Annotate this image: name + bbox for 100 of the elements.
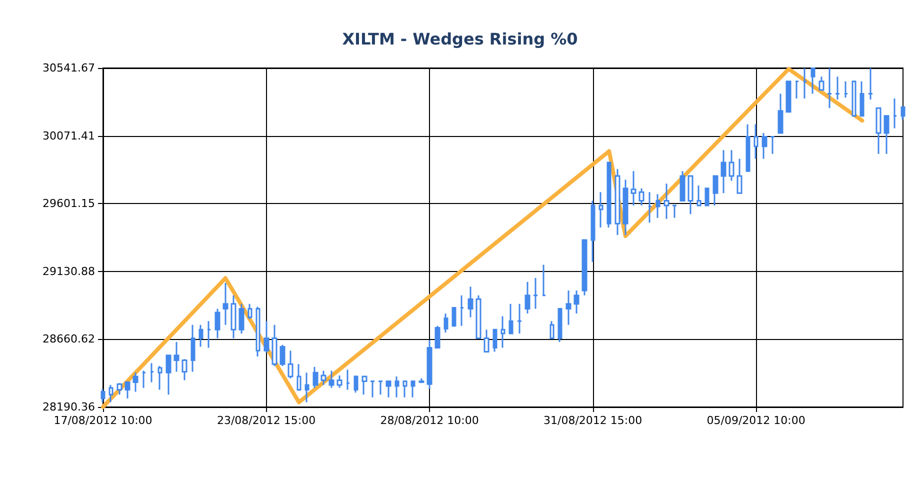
candlestick (574, 290, 580, 314)
candlestick (174, 341, 180, 372)
candlestick (238, 303, 244, 334)
y-tick-label: 29130.88 (42, 264, 95, 278)
candlestick (868, 67, 874, 100)
y-tick-label: 28660.62 (42, 332, 95, 346)
candlestick (222, 282, 228, 326)
candlestick (198, 324, 204, 348)
candlestick (818, 76, 824, 91)
candlestick (876, 107, 882, 155)
candlestick (230, 294, 236, 340)
candlestick (190, 324, 196, 372)
y-tick-label: 30071.41 (42, 129, 95, 142)
candlestick (100, 388, 106, 404)
candlestick (834, 76, 840, 100)
candlestick (206, 320, 212, 349)
candlestick (638, 188, 644, 206)
candlestick (720, 149, 726, 194)
candlestick (704, 188, 710, 206)
candlestick (150, 362, 154, 384)
candlestick (426, 339, 432, 390)
candlestick (304, 372, 310, 404)
candlestick (444, 312, 448, 334)
candlestick (312, 366, 318, 389)
candlestick (378, 380, 384, 396)
candlestick (116, 382, 122, 396)
candlestick (614, 168, 620, 236)
candlestick (648, 191, 652, 224)
y-tick-label: 29601.15 (42, 197, 95, 210)
candlestick (214, 308, 220, 340)
candlestick (386, 380, 392, 398)
candlestick (452, 306, 456, 327)
candlestick (590, 200, 596, 263)
candlestick (346, 368, 350, 390)
candlestick (248, 303, 252, 320)
candlestick (108, 384, 114, 404)
candlestick (280, 344, 286, 367)
candlestick (532, 277, 538, 310)
candlestick (712, 175, 718, 206)
candlestick (484, 328, 490, 352)
candlestick (794, 80, 800, 100)
x-tick-label: 31/08/2012 15:00 (543, 414, 642, 427)
candlestick (664, 182, 670, 220)
candlestick (736, 158, 742, 194)
candlestick (892, 98, 898, 129)
candlestick (826, 67, 832, 109)
candlestick (320, 370, 326, 386)
candlestick (500, 315, 506, 349)
candlestick (786, 80, 792, 113)
candlestick (158, 365, 162, 390)
candlestick (672, 204, 678, 219)
chart-title: XILTM - Wedges Rising %0 (342, 30, 578, 48)
candlestick (630, 170, 636, 206)
x-tick-label: 23/08/2012 15:00 (216, 414, 316, 427)
candlestick (566, 290, 572, 326)
line-series (101, 66, 864, 409)
candlestick (516, 303, 522, 334)
candlestick (778, 93, 784, 134)
candlestick (418, 378, 424, 384)
candlestick (656, 193, 660, 219)
candlestick (844, 80, 848, 98)
candlestick (900, 106, 906, 120)
candlestick (182, 358, 188, 381)
candlestick (598, 191, 604, 228)
candlestick (468, 286, 474, 318)
candlestick (362, 376, 368, 396)
candlestick (142, 370, 146, 389)
candlestick (166, 354, 172, 396)
candlestick (492, 328, 498, 352)
candlestick (558, 308, 562, 343)
candlestick (770, 136, 776, 155)
candlestick (582, 239, 588, 296)
candlestick (264, 320, 270, 354)
candlestick (550, 320, 554, 340)
candlestick (272, 324, 278, 367)
candlestick (622, 178, 628, 236)
candlestick (256, 306, 260, 358)
candlestick (728, 149, 734, 182)
candlestick (370, 380, 376, 398)
x-tick-label: 17/08/2012 10:00 (54, 414, 152, 427)
y-tick-label: 30541.67 (42, 62, 95, 74)
candlestick (606, 162, 612, 228)
candlestick (336, 374, 342, 389)
candlestick (410, 380, 416, 398)
candlestick (688, 175, 694, 215)
candlestick (680, 170, 686, 202)
candlestick (852, 80, 856, 117)
candlestick (434, 325, 440, 349)
candlestick (460, 294, 464, 327)
y-tick-label: 28190.36 (42, 400, 95, 414)
candlestick (124, 380, 130, 400)
x-tick-label: 28/08/2012 10:00 (380, 414, 479, 427)
candlestick (802, 67, 808, 100)
candlestick (696, 184, 702, 206)
candlestick (762, 132, 768, 160)
candlestick (508, 303, 514, 334)
candlestick (542, 264, 546, 296)
candlestick (476, 294, 482, 340)
candlestick (746, 124, 750, 172)
candlestick (354, 374, 358, 394)
